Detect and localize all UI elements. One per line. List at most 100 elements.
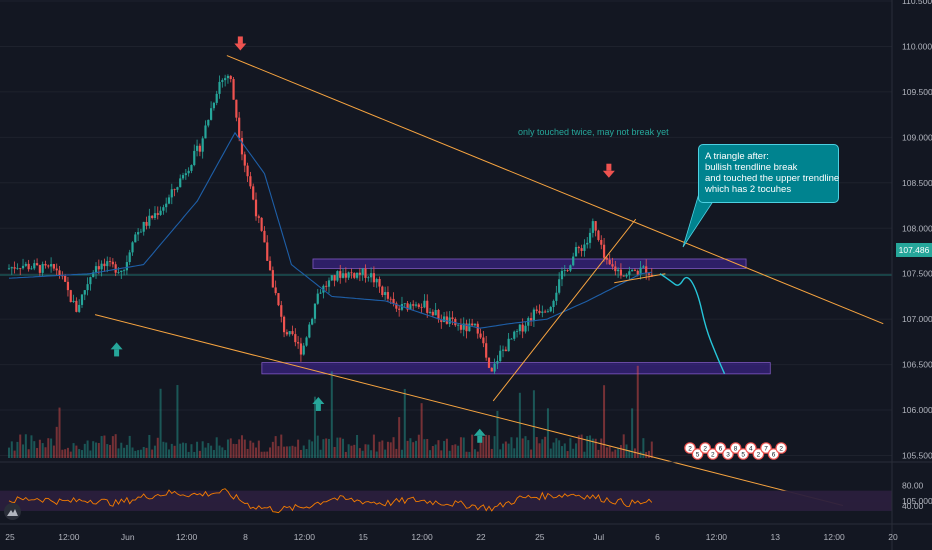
candle-body [428, 311, 432, 313]
pattern-marker [775, 442, 787, 454]
volume-bar [642, 438, 645, 458]
projection-path [659, 273, 726, 374]
upper-trendline[interactable] [226, 55, 884, 325]
volume-bar [139, 449, 142, 458]
volume-bar [182, 442, 185, 458]
pattern-marker [722, 448, 734, 460]
time-tick-label: 8 [243, 532, 248, 542]
callout-line: bullish trendline break [705, 162, 798, 173]
candle-body [266, 242, 269, 261]
candle-body [471, 323, 474, 326]
candle-body [282, 316, 286, 333]
volume-bar [459, 437, 462, 458]
volume-bar [142, 446, 145, 458]
candle-body [198, 145, 201, 152]
candle-body [378, 278, 381, 287]
pattern-marker [691, 448, 704, 460]
pattern-marker-label: 2 [757, 452, 761, 459]
volume-bar [541, 439, 544, 458]
volume-bar [560, 446, 563, 458]
candle-body [330, 275, 333, 281]
volume-bar [429, 450, 432, 458]
candle-body [305, 337, 308, 346]
candle-body [139, 231, 143, 233]
candle-body [187, 170, 190, 174]
triangle-bottom-trendline[interactable] [614, 273, 666, 284]
pattern-marker-label: 4 [749, 446, 753, 453]
volume-bar [8, 447, 10, 458]
candle-body [647, 273, 651, 275]
volume-bar [633, 448, 636, 458]
volume-bar [398, 417, 401, 458]
volume-bar [103, 435, 106, 458]
candle-body [120, 270, 123, 272]
candle-body [134, 234, 137, 243]
candle-body [137, 232, 140, 235]
candle-body [224, 78, 227, 81]
volume-bar [151, 449, 154, 458]
candle-body [176, 187, 179, 190]
volume-bar [440, 450, 443, 458]
candle-body [131, 242, 134, 253]
volume-bar [566, 451, 569, 458]
down-arrow-icon [602, 163, 615, 178]
projection [659, 273, 726, 374]
price-tick-label: 105.500 [902, 451, 932, 461]
candle-body [69, 290, 72, 302]
price-tick-label: 106.500 [902, 360, 932, 370]
candle-body [633, 269, 637, 271]
up-arrow-shaft [114, 349, 120, 357]
volume-bar [111, 436, 114, 458]
volume-bar [375, 451, 378, 458]
volume-bar [246, 448, 249, 458]
tradingview-logo-icon[interactable] [4, 503, 21, 520]
candle-body [159, 210, 162, 215]
time-tick-label: 12:00 [411, 532, 433, 542]
volume-bar [196, 441, 199, 458]
volume-bar [647, 450, 650, 458]
volume-bar [92, 441, 95, 458]
volume-bar [190, 444, 193, 458]
volume-bar [507, 443, 510, 458]
candle-body [344, 273, 347, 278]
candle-body [193, 150, 196, 166]
candle-body [434, 309, 437, 316]
candle-body [235, 99, 238, 118]
volume-bar [532, 390, 535, 458]
volume-bar [238, 439, 241, 458]
lower-trendline[interactable] [94, 314, 844, 506]
candle-body [631, 269, 634, 272]
candle-body [442, 316, 446, 323]
candle-body [226, 75, 230, 79]
candle-body [327, 280, 331, 287]
resistance-zone[interactable] [312, 258, 747, 269]
volume-bar [502, 443, 505, 458]
last-price-label: 107.486 [896, 243, 932, 257]
callout-box[interactable]: A triangle after: bullish trendline brea… [698, 144, 839, 203]
candle-body [288, 331, 291, 335]
candle-body [316, 293, 319, 304]
time-tick-label: 22 [476, 532, 486, 542]
candle-body [347, 272, 350, 278]
candle-body [24, 263, 27, 266]
support-zone[interactable] [261, 362, 771, 375]
volume-bar [577, 435, 580, 458]
candle-body [642, 266, 645, 268]
volume-bar [586, 436, 589, 458]
volume-bar [521, 438, 524, 458]
candle-body [297, 342, 300, 344]
candle-body [170, 189, 173, 198]
candle-body [558, 279, 561, 293]
volume-bar [622, 434, 625, 458]
candle-body [510, 338, 513, 340]
volume-bar [431, 446, 434, 458]
candle-body [389, 298, 392, 300]
rising-trendline[interactable] [492, 218, 637, 402]
volume-bar [580, 434, 583, 458]
volume-bar [109, 444, 112, 458]
volume-bar [235, 444, 238, 458]
volume-bar [406, 440, 409, 458]
candle-body [468, 323, 471, 332]
trendlines[interactable] [94, 55, 884, 506]
